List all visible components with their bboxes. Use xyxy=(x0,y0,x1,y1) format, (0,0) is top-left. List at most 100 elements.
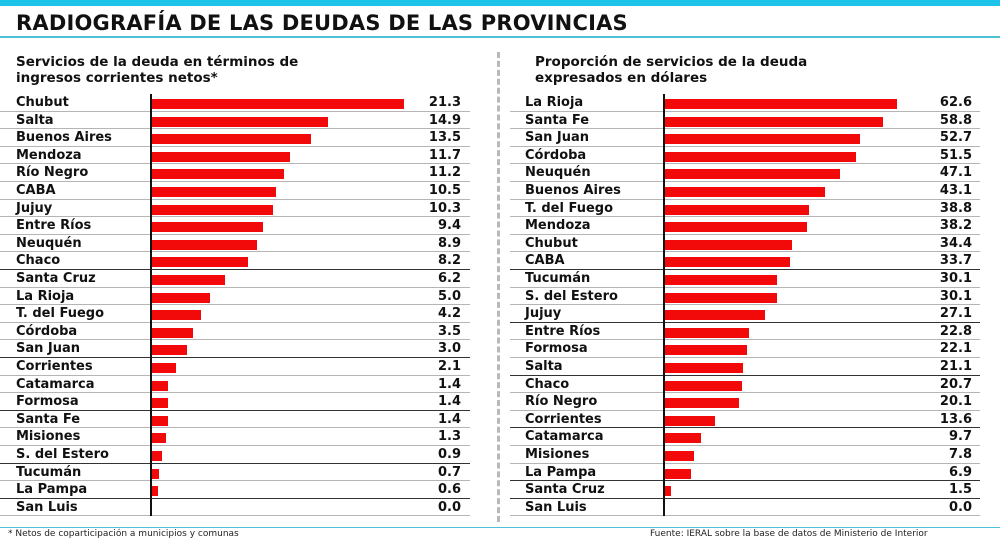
right-category-label: S. del Estero xyxy=(525,288,618,304)
right-row-separator xyxy=(510,480,980,482)
left-value-label: 3.5 xyxy=(437,323,461,339)
right-chart-row: San Juan 52.7 xyxy=(510,129,980,147)
left-chart-row: Santa Fe 1.4 xyxy=(0,411,470,429)
left-chart-row: San Juan 3.0 xyxy=(0,340,470,358)
left-category-label: Tucumán xyxy=(16,464,82,480)
right-row-separator xyxy=(510,339,980,341)
left-row-separator xyxy=(0,515,470,517)
right-chart-title-line-1: Proporción de servicios de la deuda xyxy=(535,54,808,70)
left-value-label: 2.1 xyxy=(437,359,461,374)
right-category-label: Buenos Aires xyxy=(525,183,621,198)
right-row-separator xyxy=(510,409,980,411)
right-bar xyxy=(665,187,825,197)
right-chart-row: Entre Ríos 22.8 xyxy=(510,323,980,341)
right-value-label: 51.5 xyxy=(939,147,972,163)
right-category-label: T. del Fuego xyxy=(525,200,614,216)
right-row-separator xyxy=(510,392,980,394)
left-bar xyxy=(151,451,162,461)
right-value-label: 27.1 xyxy=(939,306,972,322)
left-category-label: Santa Fe xyxy=(16,411,81,427)
right-chart-row: Río Negro 20.1 xyxy=(510,393,980,411)
left-row-separator xyxy=(0,180,470,182)
left-bar xyxy=(151,415,168,426)
right-row-separator xyxy=(510,268,980,270)
right-row-separator xyxy=(510,321,980,323)
right-value-label: 58.8 xyxy=(939,112,972,128)
right-row-separator xyxy=(510,251,980,253)
left-row-separator xyxy=(0,286,470,288)
right-bar xyxy=(665,169,840,180)
right-row-separator xyxy=(510,304,980,306)
left-chart-axis xyxy=(150,94,152,517)
right-row-separator xyxy=(510,356,980,358)
left-category-label: San Juan xyxy=(16,341,81,357)
left-value-label: 1.4 xyxy=(437,411,461,427)
right-bar xyxy=(665,310,766,321)
right-bar xyxy=(665,468,691,479)
left-chart-row: Chubut 21.3 xyxy=(0,94,470,112)
left-value-label: 0.0 xyxy=(437,499,461,515)
right-value-label: 30.1 xyxy=(939,288,972,304)
right-value-label: 43.1 xyxy=(939,183,972,198)
left-row-separator xyxy=(0,374,470,376)
right-category-label: Santa Fe xyxy=(525,112,590,128)
right-bar xyxy=(665,151,856,162)
left-bar xyxy=(151,327,193,338)
left-category-label: Neuquén xyxy=(16,235,82,251)
left-chart-row: La Pampa 0.6 xyxy=(0,481,470,499)
right-value-label: 33.7 xyxy=(939,253,972,269)
left-category-label: CABA xyxy=(16,183,56,198)
left-value-label: 13.5 xyxy=(428,130,461,146)
right-value-label: 13.6 xyxy=(939,411,972,427)
left-category-label: Catamarca xyxy=(16,376,95,392)
right-category-label: Río Negro xyxy=(525,394,598,410)
right-bar xyxy=(665,486,671,497)
right-value-label: 7.8 xyxy=(948,447,972,462)
right-row-separator xyxy=(510,216,980,218)
left-chart-row: Río Negro 11.2 xyxy=(0,164,470,182)
right-bar xyxy=(665,451,694,461)
source-note: Fuente: IERAL sobre la base de datos de … xyxy=(650,529,928,539)
left-chart-row: CABA 10.5 xyxy=(0,182,470,200)
right-row-separator xyxy=(510,163,980,165)
left-chart-row: San Luis 0.0 xyxy=(0,499,470,517)
left-bar xyxy=(151,134,312,145)
left-row-separator xyxy=(0,427,470,429)
left-chart-row: Jujuy 10.3 xyxy=(0,200,470,218)
right-row-separator xyxy=(510,145,980,147)
right-bar xyxy=(665,239,793,250)
right-category-label: San Luis xyxy=(525,499,587,515)
left-bar xyxy=(151,486,159,497)
right-value-label: 62.6 xyxy=(939,95,972,110)
right-value-label: 20.1 xyxy=(939,394,972,410)
left-chart-title-line-1: Servicios de la deuda en términos de xyxy=(16,54,299,70)
right-chart-row: Santa Cruz 1.5 xyxy=(510,481,980,499)
left-chart-row: Catamarca 1.4 xyxy=(0,376,470,394)
left-bar xyxy=(151,398,168,409)
right-row-separator xyxy=(510,515,980,517)
left-chart-row: Misiones 1.3 xyxy=(0,428,470,446)
right-value-label: 34.4 xyxy=(939,235,972,251)
right-value-label: 21.1 xyxy=(939,359,972,374)
right-bar xyxy=(665,327,750,338)
left-chart-row: Corrientes 2.1 xyxy=(0,358,470,376)
right-category-label: Chubut xyxy=(525,235,578,251)
left-category-label: T. del Fuego xyxy=(16,306,105,322)
right-bar xyxy=(665,363,744,373)
left-chart-row: La Rioja 5.0 xyxy=(0,288,470,306)
right-bar xyxy=(665,415,716,426)
right-row-separator xyxy=(510,110,980,112)
left-chart-row: Mendoza 11.7 xyxy=(0,147,470,165)
left-value-label: 14.9 xyxy=(428,112,461,128)
left-row-separator xyxy=(0,128,470,130)
title-rule xyxy=(0,36,1000,38)
left-chart-row: Neuquén 8.9 xyxy=(0,235,470,253)
footnote: * Netos de coparticipación a municipios … xyxy=(8,529,239,539)
left-chart-title-line-2: ingresos corrientes netos* xyxy=(16,70,218,86)
right-chart-row: Chaco 20.7 xyxy=(510,376,980,394)
left-value-label: 1.3 xyxy=(437,429,461,445)
right-category-label: Chaco xyxy=(525,376,570,392)
left-category-label: Chubut xyxy=(16,95,69,110)
left-value-label: 0.7 xyxy=(437,464,461,480)
left-bar xyxy=(151,239,257,250)
